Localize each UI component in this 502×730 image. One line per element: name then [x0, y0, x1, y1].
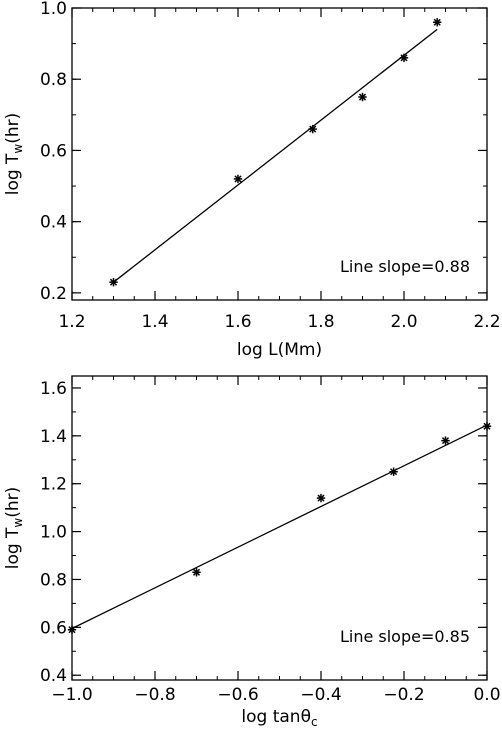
y-axis-label: log Tw(hr) — [3, 113, 25, 196]
x-tick-label: −0.8 — [134, 685, 175, 705]
y-axis-label: log Tw(hr) — [3, 487, 25, 570]
y-tick-label: 1.0 — [40, 523, 67, 543]
y-tick-label: 1.0 — [40, 0, 67, 19]
fit-line — [113, 28, 438, 283]
x-tick-label: 2.2 — [473, 312, 500, 332]
x-axis-label: log tanθc — [241, 707, 317, 729]
y-tick-label: 1.2 — [40, 475, 67, 495]
x-tick-label: 1.2 — [58, 312, 85, 332]
y-tick-label: 0.8 — [40, 70, 67, 90]
x-tick-label: 2.0 — [390, 312, 417, 332]
y-tick-label: 1.6 — [40, 379, 67, 399]
x-tick-label: −0.4 — [300, 685, 341, 705]
fit-line — [72, 424, 487, 630]
x-tick-label: 1.6 — [224, 312, 251, 332]
chart-panel-1: 1.2 1.4 1.6 1.8 2.0 2.2 0.2 0.4 0.6 0.8 1.0 Line sl… — [3, 0, 501, 360]
y-tick-label: 0.4 — [40, 666, 67, 686]
data-point-3 — [316, 493, 326, 503]
data-point-3 — [308, 124, 317, 134]
data-point-1 — [109, 277, 118, 287]
data-point-5 — [399, 53, 409, 63]
x-tick-label: −1.0 — [51, 685, 92, 705]
data-point-1 — [67, 625, 77, 634]
y-tick-label: 0.6 — [40, 141, 67, 161]
x-axis-label: log L(Mm) — [237, 340, 322, 360]
y-tick-label: 0.8 — [40, 570, 67, 590]
data-point-2 — [192, 568, 201, 577]
chart-panel-2: −1.0 −0.8 −0.6 −0.4 −0.2 0.0 0.4 0.6 0.8 1.0 1.2 1.… — [3, 375, 501, 729]
data-point-6 — [482, 422, 492, 431]
slope-annotation: Line slope=0.85 — [340, 627, 470, 646]
data-point-4 — [358, 92, 367, 102]
y-tick-label: 0.6 — [40, 618, 67, 638]
y-tick-label: 1.4 — [40, 427, 67, 447]
slope-annotation: Line slope=0.88 — [340, 257, 470, 276]
x-tick-label: −0.2 — [383, 685, 424, 705]
data-point-6 — [433, 18, 442, 27]
x-tick-label: 1.8 — [307, 312, 334, 332]
data-point-4 — [389, 467, 398, 476]
x-tick-label: 0.0 — [473, 685, 500, 705]
data-point-2 — [233, 174, 243, 184]
y-tick-label: 0.4 — [40, 213, 67, 233]
x-tick-label: −0.6 — [217, 685, 258, 705]
x-tick-label: 1.4 — [141, 312, 168, 332]
y-tick-label: 0.2 — [40, 284, 67, 304]
data-point-5 — [441, 436, 450, 445]
